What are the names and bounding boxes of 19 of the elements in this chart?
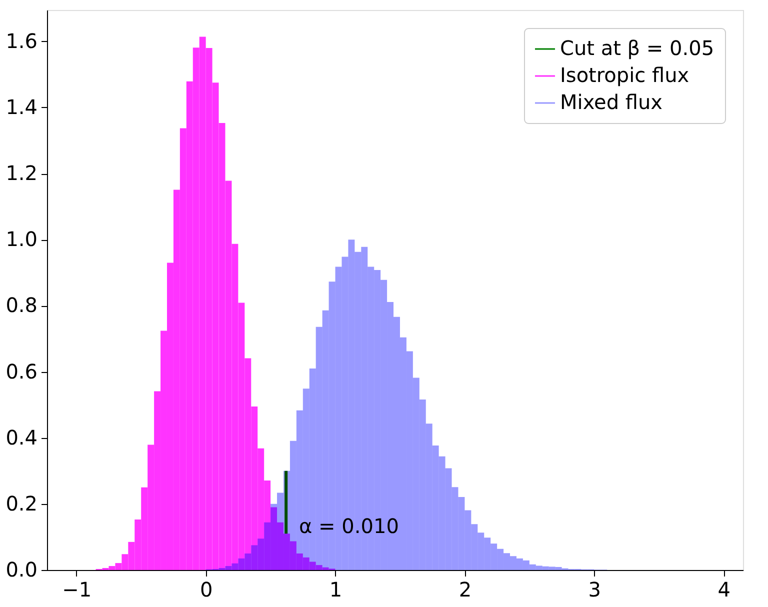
y-tick-label: 1.6 bbox=[6, 28, 38, 53]
y-tick-label: 0.2 bbox=[6, 491, 38, 516]
y-tick-label: 1.0 bbox=[6, 227, 38, 252]
legend-label: Isotropic flux bbox=[560, 63, 690, 87]
legend-label: Mixed flux bbox=[560, 90, 663, 114]
x-tick-label: 2 bbox=[458, 578, 472, 602]
x-tick-label: −1 bbox=[62, 578, 92, 602]
x-tick-label: 0 bbox=[200, 578, 213, 602]
y-tick-label: 0.4 bbox=[6, 425, 38, 450]
y-tick-label: 0.0 bbox=[6, 558, 38, 582]
x-tick-label: 1 bbox=[329, 578, 342, 602]
x-tick-label: 4 bbox=[718, 578, 730, 602]
y-tick-label: 0.6 bbox=[6, 359, 38, 384]
y-tick-label: 1.4 bbox=[6, 94, 38, 119]
y-tick-label: 1.2 bbox=[6, 161, 38, 186]
annotation: α = 0.010 bbox=[299, 514, 399, 538]
x-tick-label: 3 bbox=[588, 578, 602, 602]
y-tick-label: 0.8 bbox=[6, 293, 38, 318]
legend-label: Cut at β = 0.05 bbox=[560, 36, 714, 60]
